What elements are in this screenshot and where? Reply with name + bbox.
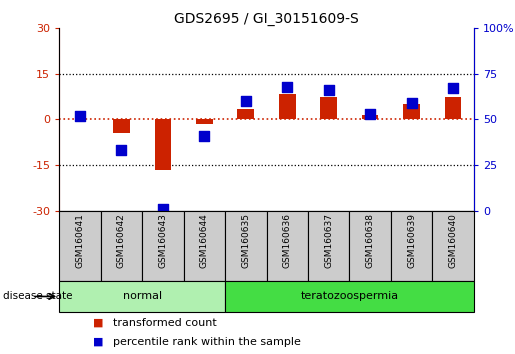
Bar	[196, 120, 213, 124]
Text: percentile rank within the sample: percentile rank within the sample	[113, 337, 301, 347]
Text: GSM160644: GSM160644	[200, 213, 209, 268]
Text: GSM160642: GSM160642	[117, 213, 126, 268]
Point	[76, 113, 84, 119]
Bar	[349, 211, 391, 281]
Bar	[237, 109, 254, 120]
Text: transformed count: transformed count	[113, 318, 217, 328]
Bar	[113, 120, 130, 133]
Point	[117, 148, 126, 153]
Text: normal: normal	[123, 291, 162, 302]
Point	[200, 133, 209, 139]
Point	[283, 84, 291, 90]
Text: GSM160635: GSM160635	[242, 213, 250, 268]
Bar	[279, 94, 296, 120]
Text: GSM160640: GSM160640	[449, 213, 457, 268]
Point	[407, 100, 416, 106]
Text: GSM160636: GSM160636	[283, 213, 291, 268]
Bar	[320, 97, 337, 120]
Bar	[59, 211, 101, 281]
Bar	[59, 281, 225, 312]
Point	[449, 86, 457, 91]
Bar	[225, 281, 474, 312]
Point	[366, 111, 374, 117]
Bar	[101, 211, 142, 281]
Text: disease state: disease state	[3, 291, 72, 302]
Bar	[154, 120, 171, 170]
Text: GSM160643: GSM160643	[159, 213, 167, 268]
Bar	[391, 211, 433, 281]
Text: GSM160639: GSM160639	[407, 213, 416, 268]
Bar	[142, 211, 184, 281]
Bar	[445, 97, 461, 120]
Bar	[362, 115, 379, 120]
Point	[242, 98, 250, 104]
Point	[324, 87, 333, 93]
Bar	[183, 211, 225, 281]
Bar	[267, 211, 308, 281]
Bar	[72, 119, 88, 120]
Text: GSM160638: GSM160638	[366, 213, 374, 268]
Text: ■: ■	[93, 318, 103, 328]
Text: GSM160641: GSM160641	[76, 213, 84, 268]
Title: GDS2695 / GI_30151609-S: GDS2695 / GI_30151609-S	[174, 12, 359, 26]
Point	[159, 206, 167, 212]
Bar	[225, 211, 267, 281]
Bar	[433, 211, 474, 281]
Text: teratozoospermia: teratozoospermia	[300, 291, 399, 302]
Text: ■: ■	[93, 337, 103, 347]
Bar	[308, 211, 349, 281]
Bar	[403, 104, 420, 120]
Text: GSM160637: GSM160637	[324, 213, 333, 268]
